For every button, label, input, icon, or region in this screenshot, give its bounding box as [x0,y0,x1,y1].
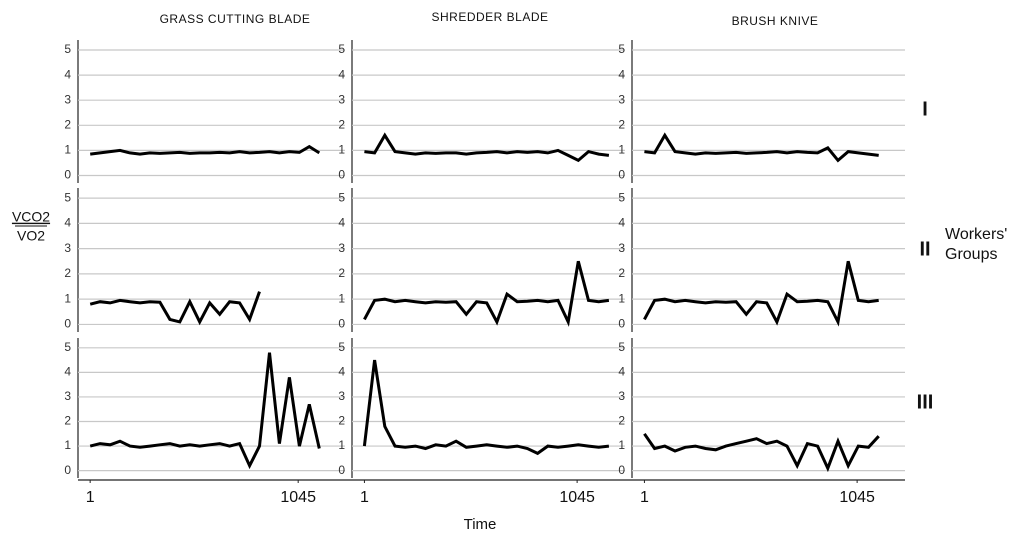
y-tick-label: 5 [338,42,345,56]
y-tick-label: 4 [64,365,71,379]
row-axis-title: Workers' Groups [945,226,1008,263]
y-tick-label: 5 [64,190,71,204]
y-tick-label: 4 [618,365,625,379]
x-tick-label: 1045 [839,489,875,506]
x-tick-label: 1 [360,489,369,506]
y-tick-label: 1 [338,291,345,305]
x-tick-label: 1 [640,489,649,506]
y-tick-label: 3 [618,92,625,106]
y-tick-label: 3 [618,241,625,255]
y-axis-label: VO2 [17,228,45,244]
y-tick-label: 2 [64,266,71,280]
y-tick-label: 0 [64,168,71,182]
y-tick-label: 0 [618,317,625,331]
data-line [364,132,610,163]
row-label: I [922,98,928,120]
y-tick-label: 3 [64,241,71,255]
y-tick-label: 3 [64,389,71,403]
y-tick-label: 4 [64,67,71,81]
y-tick-label: 2 [618,266,625,280]
y-tick-label: 5 [64,340,71,354]
x-tick-label: 1045 [280,489,316,506]
y-tick-label: 5 [64,42,71,56]
column-title: GRASS CUTTING BLADE [160,12,311,26]
y-tick-label: 1 [618,291,625,305]
y-tick-label: 1 [64,291,71,305]
y-tick-label: 5 [338,340,345,354]
y-tick-label: 2 [338,266,345,280]
y-tick-label: 3 [338,241,345,255]
y-tick-label: 0 [64,463,71,477]
data-line [643,260,879,327]
data-line [363,260,610,327]
y-axis-label: VCO2 [12,209,50,225]
y-tick-label: 0 [338,463,345,477]
x-axis-label: Time [464,516,497,533]
data-line [643,432,880,473]
column-title: SHREDDER BLADE [431,10,548,24]
y-tick-label: 1 [618,143,625,157]
data-line [362,359,610,456]
y-tick-label: 3 [64,92,71,106]
data-line [89,291,261,326]
y-tick-label: 5 [338,190,345,204]
y-tick-label: 2 [64,414,71,428]
y-tick-label: 3 [618,389,625,403]
data-line [89,352,321,470]
y-tick-label: 2 [338,414,345,428]
y-tick-label: 4 [338,67,345,81]
y-tick-label: 1 [338,143,345,157]
y-tick-label: 5 [618,340,625,354]
x-tick-label: 1045 [559,489,595,506]
y-tick-label: 3 [338,92,345,106]
y-tick-label: 4 [64,216,71,230]
row-axis-title-box: Workers' Groups [945,226,1008,263]
y-tick-label: 0 [618,168,625,182]
y-tick-label: 1 [618,438,625,452]
data-line [90,144,321,156]
y-tick-label: 1 [64,143,71,157]
y-tick-label: 5 [618,42,625,56]
row-label: III [917,391,934,413]
y-tick-label: 1 [64,438,71,452]
y-tick-label: 1 [338,438,345,452]
y-tick-label: 2 [618,414,625,428]
y-tick-label: 0 [618,463,625,477]
y-tick-label: 2 [338,117,345,131]
y-tick-label: 4 [338,365,345,379]
data-line [644,132,879,163]
y-tick-label: 2 [618,117,625,131]
y-tick-label: 4 [618,67,625,81]
y-tick-label: 4 [618,216,625,230]
y-tick-label: 5 [618,190,625,204]
y-tick-label: 0 [64,317,71,331]
y-tick-label: 0 [338,317,345,331]
y-tick-label: 2 [64,117,71,131]
y-tick-label: 0 [338,168,345,182]
column-title: BRUSH KNIVE [732,14,819,28]
x-tick-label: 1 [86,489,95,506]
row-label: II [919,238,930,260]
y-tick-label: 4 [338,216,345,230]
y-tick-label: 3 [338,389,345,403]
